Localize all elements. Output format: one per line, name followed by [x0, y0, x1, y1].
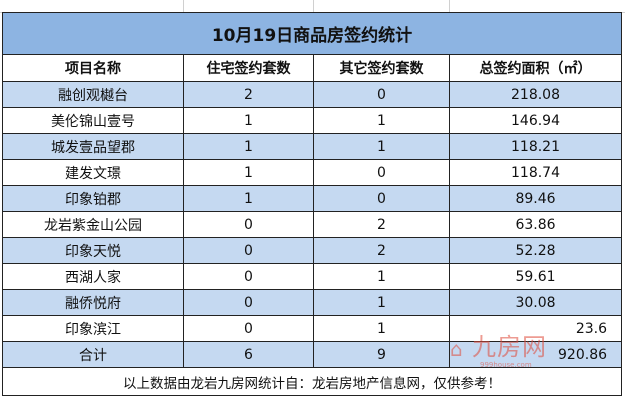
project-name: 美伦锦山壹号: [2, 107, 184, 134]
total-area: 30.08: [448, 289, 623, 316]
header-row: 项目名称 住宅签约套数 其它签约套数 总签约面积（㎡）: [2, 54, 623, 82]
table-title: 10月19日商品房签约统计: [1, 12, 623, 55]
other-count: 0: [313, 185, 450, 212]
project-name: 融侨悦府: [2, 289, 184, 316]
other-count: 1: [313, 315, 450, 342]
other-count: 1: [313, 289, 450, 316]
header-project: 项目名称: [2, 54, 184, 82]
header-other: 其它签约套数: [313, 54, 450, 82]
house-logo-icon: ⌂: [450, 337, 463, 361]
residential-count: 0: [183, 315, 314, 342]
residential-count: 0: [183, 211, 314, 238]
project-name: 城发壹品望郡: [2, 133, 184, 160]
total-area: 118.74: [448, 159, 623, 186]
total-residential: 6: [183, 341, 314, 368]
project-name: 融创观樾台: [2, 81, 184, 108]
table-row: 印象天悦 0 2 52.28: [2, 237, 623, 264]
header-area: 总签约面积（㎡）: [448, 54, 623, 82]
project-name: 印象铂郡: [2, 185, 184, 212]
total-area: 920.86: [448, 341, 623, 368]
watermark-name: 九房网: [472, 333, 547, 361]
watermark: ⌂ 九房网 999house.com: [450, 333, 550, 369]
watermark-url: 999house.com: [480, 361, 532, 369]
total-area: 146.94: [448, 107, 623, 134]
residential-count: 2: [183, 81, 314, 108]
residential-count: 1: [183, 185, 314, 212]
other-count: 1: [313, 133, 450, 160]
signing-stats-table: 10月19日商品房签约统计 项目名称 住宅签约套数 其它签约套数 总签约面积（㎡…: [1, 12, 623, 396]
table-row: 西湖人家 0 1 59.61: [2, 263, 623, 290]
total-other: 9: [313, 341, 450, 368]
project-name: 建发文璟: [2, 159, 184, 186]
other-count: 2: [313, 237, 450, 264]
project-name: 印象天悦: [2, 237, 184, 264]
project-name: 西湖人家: [2, 263, 184, 290]
header-residential: 住宅签约套数: [183, 54, 314, 82]
residential-count: 1: [183, 107, 314, 134]
project-name: 龙岩紫金山公园: [2, 211, 184, 238]
table-row: 建发文璟 1 0 118.74: [2, 159, 623, 186]
residential-count: 1: [183, 133, 314, 160]
table-row: 印象滨江 0 1 23.6: [2, 315, 623, 342]
table-row: 美伦锦山壹号 1 1 146.94: [2, 107, 623, 134]
residential-count: 0: [183, 237, 314, 264]
total-label: 合计: [2, 341, 184, 368]
total-area: 63.86: [448, 211, 623, 238]
other-count: 0: [313, 81, 450, 108]
total-area: 118.21: [448, 133, 623, 160]
total-area: 89.46: [448, 185, 623, 212]
residential-count: 0: [183, 289, 314, 316]
table-row: 融侨悦府 0 1 30.08: [2, 289, 623, 316]
footer-note: 以上数据由龙岩九房网统计自：龙岩房地产信息网，仅供参考！: [1, 367, 623, 396]
table-row: 城发壹品望郡 1 1 118.21: [2, 133, 623, 160]
residential-count: 1: [183, 159, 314, 186]
project-name: 印象滨江: [2, 315, 184, 342]
table-row: 印象铂郡 1 0 89.46: [2, 185, 623, 212]
table-row: 融创观樾台 2 0 218.08: [2, 81, 623, 108]
total-area: 52.28: [448, 237, 623, 264]
total-area: 218.08: [448, 81, 623, 108]
other-count: 2: [313, 211, 450, 238]
total-area: 23.6: [448, 315, 623, 342]
other-count: 1: [313, 107, 450, 134]
other-count: 1: [313, 263, 450, 290]
table-row: 龙岩紫金山公园 0 2 63.86: [2, 211, 623, 238]
total-area: 59.61: [448, 263, 623, 290]
residential-count: 0: [183, 263, 314, 290]
other-count: 0: [313, 159, 450, 186]
